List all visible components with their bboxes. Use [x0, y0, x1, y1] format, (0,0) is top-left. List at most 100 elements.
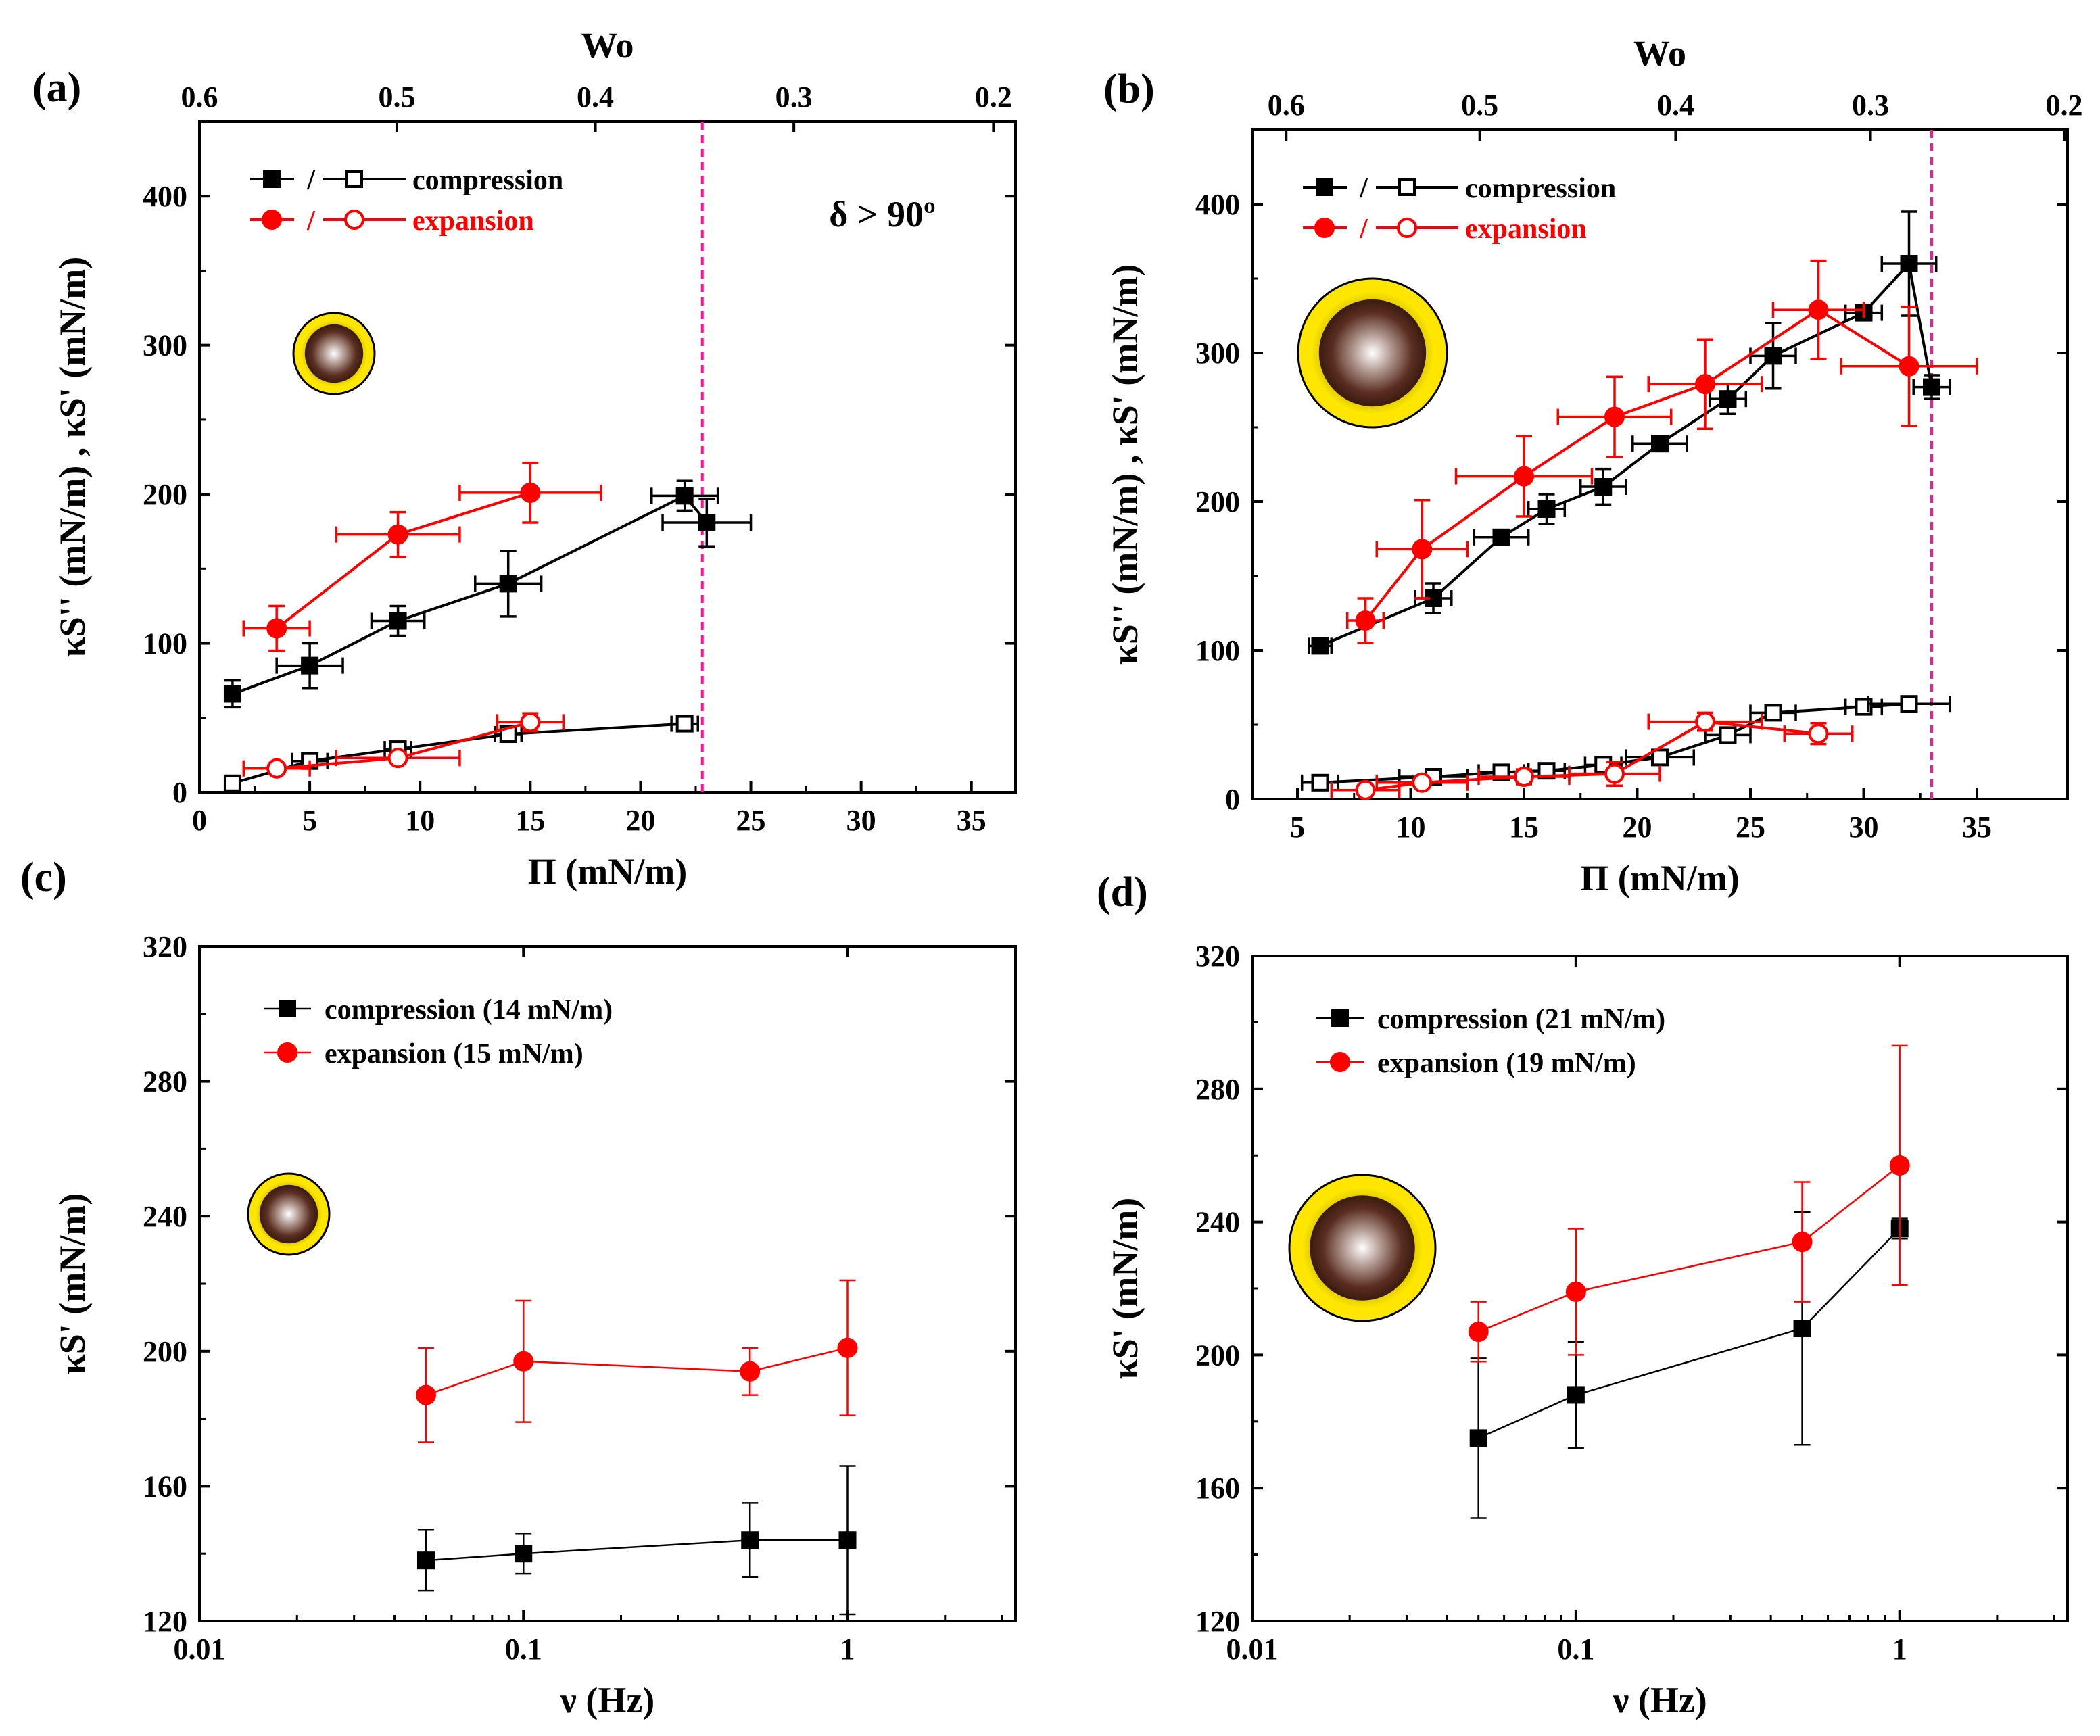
panel-b: 0 100 200 300 400 5 10 15 20 25 30 35 0.6 0.5 0.4 0.3 0.… — [1103, 33, 2082, 898]
delta-annotation: δ > 90º — [829, 194, 936, 235]
data-point — [1355, 610, 1376, 631]
x-tick-label: 1 — [840, 1633, 855, 1666]
x-tick-label: 0.01 — [174, 1633, 226, 1666]
top-tick-label: 0.3 — [1852, 89, 1889, 122]
panel-d: 120 160 200 240 280 320 0.01 0.1 1 (d) ν (Hz) κS' (… — [1097, 869, 2069, 1720]
data-point — [515, 1545, 533, 1563]
data-point — [1899, 356, 1919, 377]
legend-label-expansion: expansion — [412, 206, 534, 237]
x-tick-label: 30 — [846, 804, 876, 837]
legend-marker — [277, 1042, 297, 1063]
data-point — [1764, 704, 1782, 722]
x-tick-label: 25 — [1736, 811, 1765, 844]
legend-marker — [263, 170, 281, 188]
data-point — [387, 748, 408, 769]
x-tick-label: 5 — [302, 804, 317, 837]
series-3 — [1330, 711, 1854, 800]
legend-slash: / — [1359, 214, 1368, 245]
x-axis-label: Π (mN/m) — [1580, 858, 1739, 898]
y-tick-label: 280 — [143, 1065, 187, 1099]
y-tick-label: 320 — [143, 930, 187, 963]
plot-frame — [198, 120, 1017, 794]
particle-core-b — [1318, 299, 1427, 407]
y-tick-label: 320 — [1195, 940, 1240, 973]
series-0 — [416, 1465, 857, 1616]
plot-frame — [1251, 128, 2069, 800]
legend-label-compression: compression — [412, 165, 563, 196]
data-point — [389, 612, 407, 630]
data-point — [1695, 711, 1715, 732]
data-point — [1537, 762, 1556, 780]
y-tick-label: 0 — [1225, 783, 1240, 816]
data-point — [1311, 637, 1329, 655]
legend: compression (14 mN/m) expansion (15 mN/m) — [264, 994, 613, 1069]
panel-label: (b) — [1103, 66, 1155, 112]
y-tick-label: 400 — [143, 180, 187, 213]
legend-marker — [1397, 218, 1417, 238]
top-tick-label: 0.4 — [577, 80, 614, 114]
legend-label-expansion: expansion — [1465, 214, 1587, 245]
data-point — [1537, 500, 1556, 518]
legend-marker — [262, 210, 282, 230]
y-tick-label: 120 — [1195, 1605, 1240, 1638]
y-tick-label: 200 — [1195, 1339, 1240, 1372]
series-3 — [242, 712, 565, 779]
data-point — [266, 618, 287, 639]
data-point — [741, 1531, 759, 1549]
particle-core-d — [1310, 1195, 1415, 1301]
legend-slash: / — [1359, 173, 1368, 204]
data-point — [1793, 1320, 1811, 1338]
legend-label-expansion: expansion (15 mN/m) — [325, 1038, 583, 1069]
x-tick-label: 10 — [1396, 811, 1426, 844]
x-axis-label: ν (Hz) — [560, 1680, 655, 1720]
data-point — [387, 524, 408, 545]
y-tick-label: 120 — [143, 1605, 187, 1638]
data-point — [1468, 1321, 1489, 1342]
x-tick-label: 0.1 — [505, 1633, 542, 1666]
y-axis-label: κS' (mN/m) — [52, 1193, 93, 1374]
x-tick-label: 15 — [1509, 811, 1539, 844]
plot-frame — [198, 945, 1017, 1622]
series-line — [1478, 1164, 1901, 1333]
data-point — [1651, 435, 1669, 453]
top-tick-label: 0.6 — [1268, 89, 1305, 122]
series-2 — [1345, 259, 1978, 644]
legend: / compression / expansion — [1303, 173, 1616, 245]
series-line — [425, 1539, 848, 1562]
data-point — [1808, 299, 1829, 320]
data-point — [1514, 767, 1534, 787]
y-tick-label: 0 — [172, 776, 187, 809]
particle-core-c — [259, 1184, 318, 1244]
data-point — [1311, 773, 1329, 792]
data-point — [1565, 1281, 1586, 1302]
series-line — [425, 1347, 848, 1396]
data-point — [838, 1531, 857, 1549]
legend-marker — [1330, 1052, 1350, 1072]
top-tick-label: 0.3 — [775, 80, 813, 114]
y-tick-label: 160 — [143, 1470, 187, 1503]
top-tick-label: 0.2 — [2045, 89, 2082, 122]
y-tick-label: 240 — [143, 1200, 187, 1233]
x-tick-label: 35 — [957, 804, 986, 837]
data-point — [740, 1361, 761, 1382]
data-point — [1764, 347, 1782, 365]
data-point — [1889, 1155, 1910, 1176]
y-tick-label: 400 — [1195, 188, 1240, 221]
y-tick-label: 240 — [1195, 1206, 1240, 1239]
y-tick-label: 300 — [143, 329, 187, 362]
panel-label: (d) — [1097, 869, 1148, 915]
y-tick-label: 200 — [143, 1335, 187, 1368]
legend-marker — [1398, 178, 1416, 196]
top-tick-label: 0.6 — [181, 80, 218, 114]
data-point — [499, 575, 517, 593]
top-tick-label: 0.4 — [1657, 89, 1694, 122]
panel-c: 120 160 200 240 280 320 0.01 0.1 1 (c) ν (Hz) κS' (… — [20, 854, 1017, 1720]
series-2 — [242, 462, 602, 652]
x-axis-label: Π (mN/m) — [528, 851, 687, 892]
series-1 — [1468, 1044, 1910, 1363]
top-axis-title: Wo — [581, 25, 634, 66]
series-0 — [223, 479, 753, 709]
legend: compression (21 mN/m) expansion (19 mN/m) — [1316, 1004, 1665, 1079]
top-tick-label: 0.5 — [1461, 89, 1498, 122]
